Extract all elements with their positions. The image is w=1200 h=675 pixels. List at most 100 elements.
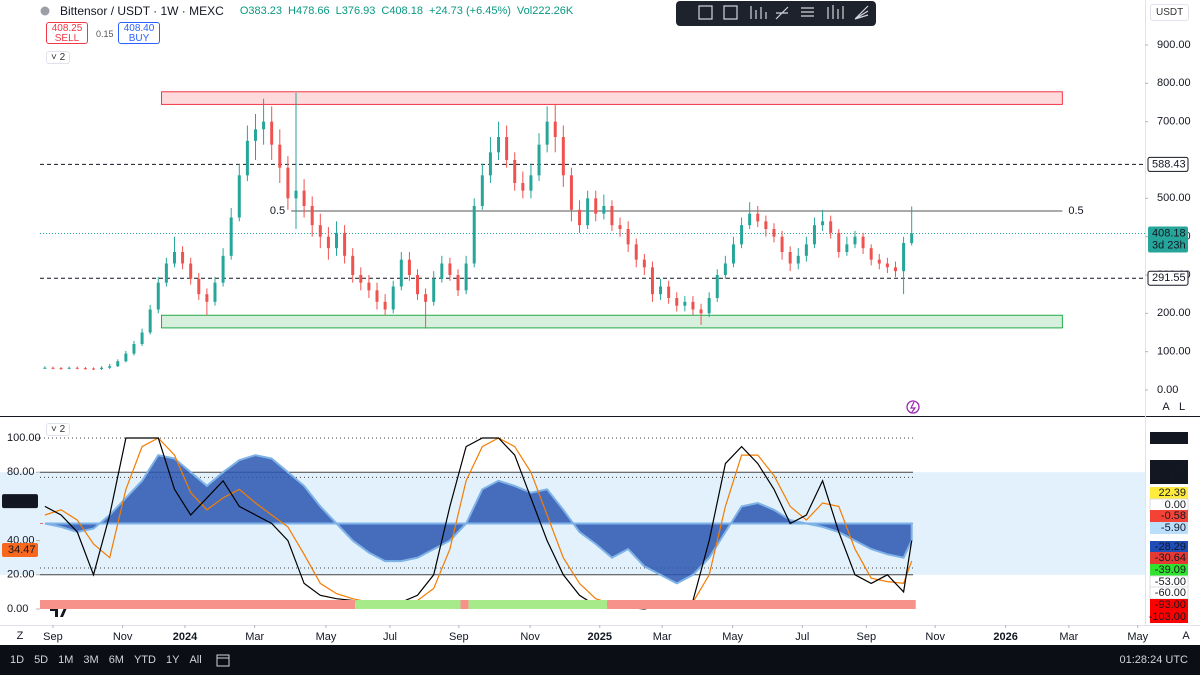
tool-icon[interactable] <box>775 6 789 20</box>
corner-button[interactable]: Z <box>17 630 24 642</box>
candle-body <box>189 263 193 279</box>
x-tick-label: Jul <box>383 631 397 643</box>
candle-body <box>634 244 638 260</box>
scale-button[interactable]: L <box>1179 401 1185 413</box>
candle <box>399 252 403 291</box>
x-tick-label: Sep <box>43 631 63 643</box>
oscillator-line <box>44 437 913 610</box>
right-badge <box>1150 552 1188 564</box>
candle-body <box>796 255 800 264</box>
candle <box>221 248 225 287</box>
candle <box>683 296 687 312</box>
corner-button[interactable]: A <box>1182 630 1190 642</box>
candle <box>245 125 249 182</box>
candle <box>116 359 120 367</box>
candle-body <box>286 167 290 199</box>
date-range-icon[interactable] <box>216 653 230 667</box>
range-button[interactable]: 1Y <box>165 654 180 666</box>
y-tick-label: 20.00 <box>7 569 35 581</box>
candle <box>262 98 266 145</box>
candle-body <box>51 367 55 369</box>
range-button[interactable]: 1M <box>58 654 74 666</box>
candle <box>618 217 622 237</box>
candle <box>237 163 241 222</box>
y-tick-label: 200.00 <box>1157 307 1191 319</box>
right-badge-label: -28.29 <box>1155 541 1186 553</box>
candle-body <box>432 278 436 302</box>
candle <box>910 206 914 246</box>
tool-icon[interactable] <box>827 5 844 19</box>
zone <box>161 91 1063 105</box>
candle-body <box>723 263 727 275</box>
indicators-count: 2 <box>59 424 66 435</box>
candle <box>829 215 833 239</box>
right-badge-label: -53.00 <box>1155 576 1186 588</box>
tool-icon[interactable] <box>723 5 738 20</box>
right-badge <box>1150 611 1188 623</box>
candle-body <box>740 225 744 245</box>
candle <box>772 223 776 243</box>
range-button[interactable]: 5D <box>34 654 49 666</box>
candle-body <box>537 144 541 176</box>
candle <box>569 167 573 222</box>
tool-icon[interactable] <box>698 5 713 20</box>
candle-body <box>853 236 857 245</box>
candle-body <box>237 175 241 218</box>
right-badge-label: 60.00 <box>1158 460 1186 472</box>
candle-body <box>521 183 525 191</box>
candle-body <box>375 290 379 302</box>
candle <box>310 196 314 237</box>
candle-body <box>318 225 322 237</box>
candle <box>253 114 257 160</box>
x-tick-label: May <box>1127 631 1148 643</box>
level-badge <box>1147 270 1189 286</box>
sell-button[interactable]: 408.25 SELL <box>46 22 88 44</box>
right-badge-label: 53.00 <box>1158 472 1186 484</box>
scale-button[interactable]: A <box>1162 401 1170 413</box>
value-badge <box>2 543 38 558</box>
legend-value: O383.23 <box>239 5 283 17</box>
candle-body <box>367 282 371 291</box>
candle-body <box>497 137 501 153</box>
candle-body <box>731 244 735 264</box>
value-badge-label: 63.07 <box>8 495 36 507</box>
candle <box>448 257 452 281</box>
range-button[interactable]: YTD <box>133 654 156 666</box>
signal-segment <box>607 600 916 609</box>
candle <box>610 200 614 231</box>
candle-body <box>424 294 428 302</box>
candle <box>75 366 79 370</box>
tool-icon[interactable] <box>750 6 767 19</box>
candle <box>197 273 201 300</box>
candle <box>553 104 557 153</box>
candle <box>731 236 735 268</box>
candle-body <box>399 259 403 287</box>
range-button[interactable]: 6M <box>108 654 124 666</box>
candle <box>286 156 290 210</box>
range-button[interactable]: 3M <box>83 654 99 666</box>
indicators-toggle[interactable]: ˅ 2 <box>46 423 71 436</box>
tool-icon[interactable] <box>801 7 814 17</box>
buy-button[interactable]: 408.40 BUY <box>118 22 160 44</box>
candle-body <box>788 252 792 264</box>
range-button[interactable]: 1D <box>10 654 25 666</box>
indicators-toggle[interactable]: ˅ 2 <box>46 51 71 64</box>
right-badge <box>1150 599 1188 611</box>
currency-button[interactable]: USDT <box>1150 4 1190 21</box>
candle <box>845 236 849 256</box>
candle <box>902 236 906 295</box>
range-button[interactable]: All <box>189 654 202 666</box>
x-tick-label: Sep <box>857 631 877 643</box>
candle-body <box>837 232 841 252</box>
candle <box>837 229 841 258</box>
candle-body <box>545 121 549 145</box>
x-tick-label: Nov <box>520 631 540 643</box>
buy-price: 408.40 <box>123 23 155 34</box>
y-tick-label: 800.00 <box>1157 77 1191 89</box>
price-pane: 0.50.50.00100.00200.00300.00400.00500.00… <box>40 39 1191 396</box>
signal-segment <box>460 600 469 609</box>
tool-icon[interactable] <box>854 5 869 20</box>
right-badge-label: 22.39 <box>1158 487 1186 499</box>
last-price-badge <box>1148 226 1188 253</box>
replay-icon[interactable] <box>906 400 920 414</box>
